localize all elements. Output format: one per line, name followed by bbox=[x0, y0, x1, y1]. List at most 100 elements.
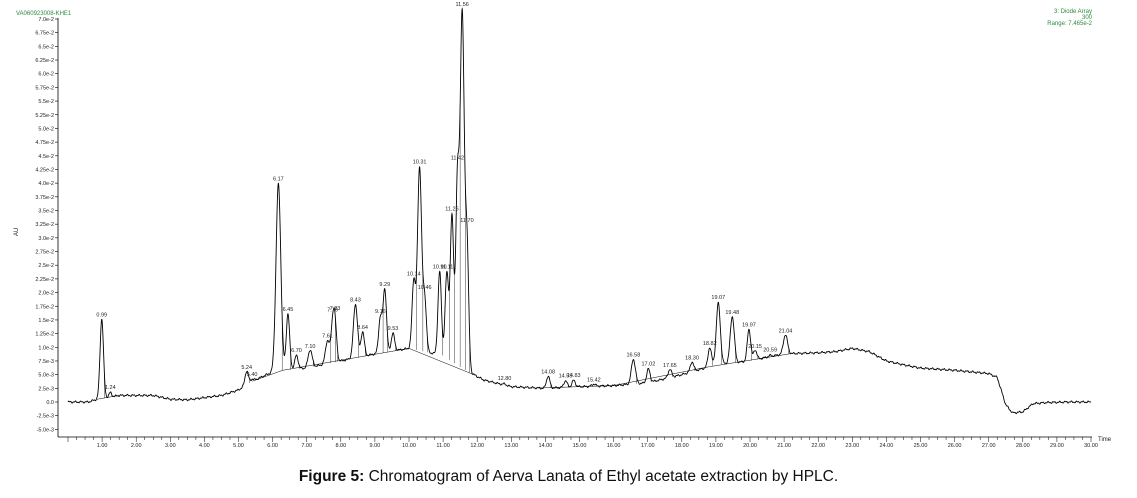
peak-label: 5.24 bbox=[241, 365, 252, 371]
peak-label: 1.24 bbox=[105, 385, 116, 391]
peak-label: 6.70 bbox=[291, 348, 302, 354]
peak-label: 20.59 bbox=[763, 347, 777, 353]
x-tick-label: 13.00 bbox=[504, 443, 518, 449]
chromatogram-chart: -5.0e-3 -2.5e-3 0.0 2.5e-3 5.0e-3 7.5e-3 1.0e-… bbox=[14, 2, 1112, 449]
x-tick-label: 21.00 bbox=[777, 443, 791, 449]
y-tick-label: 2.5e-3 bbox=[38, 386, 54, 392]
y-tick-label: 4.75e-2 bbox=[35, 140, 54, 146]
x-tick-label: 1.00 bbox=[97, 443, 108, 449]
chart-axes: -5.0e-3 -2.5e-3 0.0 2.5e-3 5.0e-3 7.5e-3 1.0e-… bbox=[14, 17, 1112, 449]
x-tick-label: 19.00 bbox=[709, 443, 723, 449]
detector-wavelength: 300 bbox=[1081, 15, 1092, 21]
y-tick-label: 1.5e-2 bbox=[38, 318, 54, 324]
x-tick-label: 2.00 bbox=[131, 443, 142, 449]
y-tick-label: 5.5e-2 bbox=[38, 99, 54, 105]
y-tick-label: 2.0e-2 bbox=[38, 291, 54, 297]
peak-label: 0.99 bbox=[96, 312, 107, 318]
integration-baseline bbox=[613, 366, 710, 386]
peak-label: 17.02 bbox=[641, 361, 655, 367]
y-tick-label: 3.0e-2 bbox=[38, 236, 54, 242]
y-tick-label: 5.0e-3 bbox=[38, 373, 54, 379]
peak-label: 7.83 bbox=[330, 306, 341, 312]
y-tick-label: 1.75e-2 bbox=[35, 304, 54, 310]
integration-baseline bbox=[408, 348, 474, 375]
peak-label: 8.64 bbox=[357, 325, 368, 331]
peak-label: 19.97 bbox=[742, 322, 756, 328]
x-tick-label: 18.00 bbox=[675, 443, 689, 449]
y-tick-label: 1.0e-2 bbox=[38, 345, 54, 351]
peak-label: 10.46 bbox=[418, 285, 432, 291]
y-tick-label: 2.75e-2 bbox=[35, 250, 54, 256]
y-tick-label: 3.25e-2 bbox=[35, 222, 54, 228]
y-tick-label: 5.25e-2 bbox=[35, 113, 54, 119]
peak-label: 19.07 bbox=[711, 295, 725, 301]
y-tick-label: 7.0e-2 bbox=[38, 17, 54, 23]
y-tick-label: 6.0e-2 bbox=[38, 72, 54, 78]
y-tick-label: 1.25e-2 bbox=[35, 332, 54, 338]
peak-label: 11.26 bbox=[445, 207, 458, 213]
y-tick-label: 6.5e-2 bbox=[38, 44, 54, 50]
x-tick-label: 10.00 bbox=[402, 443, 416, 449]
peak-label: 10.14 bbox=[407, 272, 421, 278]
y-tick-label: 4.0e-2 bbox=[38, 181, 54, 187]
y-tick-label: 0.0 bbox=[46, 400, 54, 406]
peak-label: 8.43 bbox=[350, 298, 361, 304]
y-axis-title: AU bbox=[14, 228, 20, 236]
figure-label: Figure 5: bbox=[298, 468, 365, 485]
y-tick-label: 4.5e-2 bbox=[38, 154, 54, 160]
peak-label: 9.29 bbox=[379, 282, 390, 288]
x-tick-label: 29.00 bbox=[1050, 443, 1064, 449]
peak-label: 14.83 bbox=[567, 373, 581, 379]
peak-label: 20.15 bbox=[748, 344, 762, 350]
x-tick-label: 12.00 bbox=[470, 443, 484, 449]
peak-label: 12.80 bbox=[498, 376, 512, 382]
x-tick-label: 14.00 bbox=[539, 443, 553, 449]
y-tick-label: -2.5e-3 bbox=[37, 414, 54, 420]
peak-label: 18.30 bbox=[685, 355, 699, 361]
x-tick-label: 7.00 bbox=[301, 443, 312, 449]
x-tick-label: 3.00 bbox=[165, 443, 176, 449]
x-tick-label: 22.00 bbox=[811, 443, 825, 449]
peak-label: 9.16 bbox=[375, 309, 386, 315]
x-tick-label: 26.00 bbox=[948, 443, 962, 449]
peak-label: 14.59 bbox=[559, 374, 573, 380]
y-tick-label: 7.5e-3 bbox=[38, 359, 54, 365]
x-tick-label: 8.00 bbox=[335, 443, 346, 449]
peak-label: 6.45 bbox=[283, 307, 294, 313]
x-tick-label: 11.00 bbox=[436, 443, 449, 449]
x-tick-label: 15.00 bbox=[573, 443, 587, 449]
y-tick-label: 3.5e-2 bbox=[38, 209, 54, 215]
peak-label: 10.90 bbox=[433, 264, 447, 270]
x-tick-label: 23.00 bbox=[845, 443, 859, 449]
peak-label: 5.40 bbox=[247, 372, 258, 378]
peak-labels: 0.99 1.24 5.245.40 6.17 6.45 6.707.10 7.61 7.76… bbox=[96, 2, 792, 391]
detector-name: 3: Diode Array bbox=[1053, 9, 1092, 15]
x-tick-label: 5.00 bbox=[233, 443, 244, 449]
peak-label: 14.08 bbox=[541, 370, 555, 376]
y-tick-label: 3.75e-2 bbox=[35, 195, 54, 201]
peak-label: 7.76 bbox=[327, 308, 338, 314]
detector-range: Range: 7.465e-2 bbox=[1047, 21, 1092, 27]
peak-label: 15.42 bbox=[587, 377, 601, 383]
y-tick-label: 5.75e-2 bbox=[35, 85, 54, 91]
x-tick-label: 25.00 bbox=[914, 443, 928, 449]
y-tick-label: -5.0e-3 bbox=[37, 427, 54, 433]
peak-label: 16.58 bbox=[626, 353, 640, 359]
x-tick-label: 9.00 bbox=[370, 443, 381, 449]
y-tick-label: 5.0e-2 bbox=[38, 126, 54, 132]
x-axis-title: Time bbox=[1098, 437, 1112, 443]
integration-baseline bbox=[709, 353, 791, 368]
x-tick-label: 16.00 bbox=[607, 443, 621, 449]
peak-label: 17.65 bbox=[663, 363, 677, 369]
x-tick-label: 17.00 bbox=[641, 443, 655, 449]
peak-label: 18.82 bbox=[703, 341, 717, 347]
y-tick-label: 4.25e-2 bbox=[35, 167, 54, 173]
peak-label: 11.11 bbox=[440, 265, 453, 271]
sample-id: VA060923008-KHE1 bbox=[16, 11, 72, 17]
y-tick-label: 2.5e-2 bbox=[38, 263, 54, 269]
peak-label: 9.53 bbox=[388, 326, 399, 332]
peak-label: 19.48 bbox=[725, 310, 739, 316]
peak-label: 11.42 bbox=[451, 155, 464, 161]
x-tick-label: 4.00 bbox=[199, 443, 210, 449]
peak-label: 7.10 bbox=[305, 344, 316, 350]
